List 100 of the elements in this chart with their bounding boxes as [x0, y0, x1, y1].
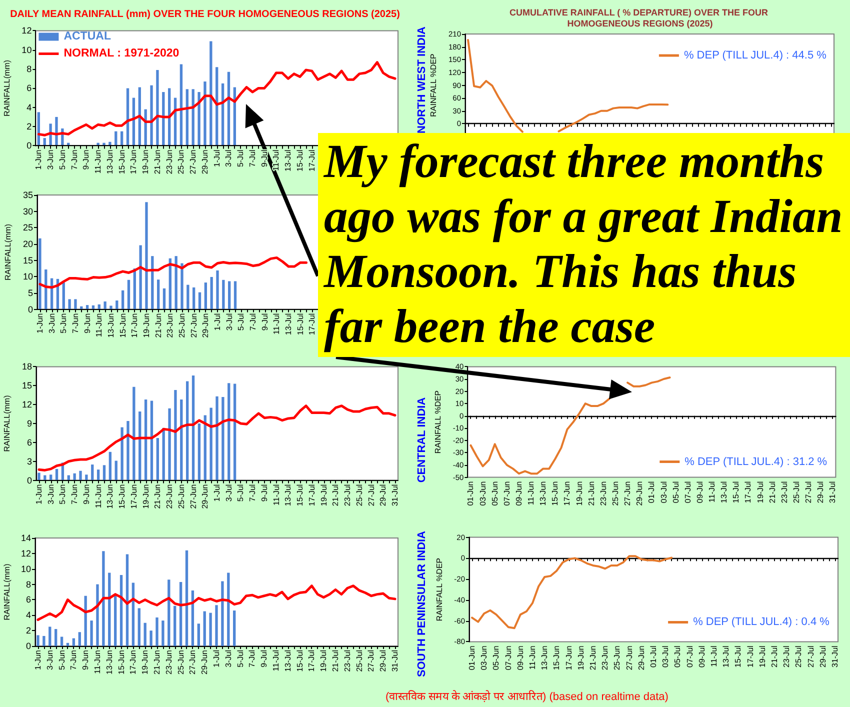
- bar: [234, 281, 237, 310]
- bar: [85, 474, 88, 480]
- x-tick-label: 25-Jul: [794, 645, 804, 668]
- x-tick-label: 19-Jun: [141, 150, 150, 174]
- bar: [174, 390, 177, 480]
- x-tick-label: 23-Jun: [166, 313, 175, 338]
- x-tick-label: 13-Jul: [283, 650, 292, 672]
- y-tick-label: 15: [22, 255, 33, 266]
- bar: [144, 109, 147, 146]
- y-tick-label: 10: [20, 564, 31, 574]
- x-tick-label: 29-Jun: [201, 313, 210, 338]
- bar: [185, 550, 188, 646]
- bar: [186, 284, 190, 310]
- x-tick-label: 5-Jul: [236, 149, 246, 168]
- legend-label: % DEP (TILL JUL.4) : 31.2 %: [684, 456, 828, 468]
- x-tick-label: 21-Jun: [154, 313, 163, 338]
- y-tick-label: 2: [26, 626, 31, 636]
- x-tick-label: 3-Jul: [224, 313, 234, 331]
- legend-label: ACTUAL: [64, 30, 111, 43]
- y-tick-label: 35: [22, 190, 33, 200]
- x-tick-label: 9-Jun: [82, 313, 92, 334]
- y-tick-label: 0: [26, 641, 31, 651]
- bar: [138, 412, 142, 480]
- legend-label: % DEP (TILL JUL.4) : 44.5 %: [684, 50, 827, 62]
- x-tick-label: 31-Jul: [830, 645, 840, 668]
- x-tick-label: 29-Jul: [816, 481, 826, 504]
- x-tick-label: 21-Jul: [768, 481, 777, 504]
- bar: [144, 622, 146, 646]
- x-tick-label: 01-Jun: [468, 646, 477, 670]
- text: (वास्तविक समय के आंकड़ो पर आधारित) (based on realtime data): [386, 690, 668, 703]
- bar: [156, 70, 159, 146]
- bar: [210, 41, 212, 146]
- bar: [210, 276, 213, 310]
- x-tick-label: 05-Jun: [492, 646, 501, 670]
- y-axis-title: RAINFALL(mm): [2, 563, 12, 620]
- bar: [203, 611, 206, 646]
- line-series: [37, 61, 396, 136]
- bar: [198, 292, 202, 310]
- x-tick-label: 5-Jun: [58, 484, 68, 504]
- x-tick-label: 01-Jul: [647, 481, 656, 504]
- x-tick-label: 11-Jul: [272, 650, 281, 672]
- x-tick-label: 3-Jun: [46, 484, 56, 504]
- x-tick-label: 17-Jul: [307, 149, 316, 172]
- x-tick-label: 13-Jun: [538, 481, 548, 506]
- x-tick-label: 27-Jun: [188, 484, 198, 509]
- x-tick-label: 1-Jul: [212, 650, 221, 668]
- x-tick-label: 31-Jul: [390, 484, 400, 506]
- x-tick-label: 11-Jun: [92, 650, 102, 674]
- legend-label: NORMAL : 1971-2020: [64, 48, 180, 60]
- x-tick-label: 05-Jun: [490, 481, 500, 506]
- bar: [74, 299, 77, 310]
- x-tick-label: 21-Jun: [586, 481, 596, 506]
- bar: [210, 408, 212, 480]
- x-tick-label: 09-Jul: [695, 481, 704, 504]
- x-tick-label: 09-Jul: [697, 645, 706, 668]
- chart-title: CUMULATIVE RAINFALL ( % DEPARTURE) OVER THE FOUR HOMOGENEOUS REGIONS (2025): [510, 8, 770, 28]
- x-tick-label: 11-Jul: [272, 313, 282, 335]
- x-tick-label: 17-Jul: [307, 484, 316, 506]
- x-tick-label: 27-Jun: [188, 650, 198, 674]
- bar: [114, 460, 118, 480]
- x-tick-label: 11-Jul: [272, 149, 281, 171]
- x-tick-label: 29-Jun: [200, 650, 210, 674]
- x-tick-label: 11-Jul: [708, 481, 717, 503]
- y-tick-label: 0: [26, 140, 32, 151]
- x-tick-label: 15-Jun: [117, 150, 126, 174]
- x-tick-label: 1-Jun: [33, 650, 42, 670]
- y-tick-label: 20: [22, 238, 33, 249]
- bar: [222, 396, 224, 480]
- x-tick-label: 5-Jul: [236, 484, 246, 502]
- x-tick-label: 13-Jul: [722, 645, 731, 668]
- x-tick-label: 23-Jun: [598, 481, 608, 506]
- bar: [108, 452, 112, 480]
- x-tick-label: 17-Jun: [129, 150, 138, 174]
- x-tick-label: 13-Jun: [106, 484, 115, 509]
- bar: [233, 610, 236, 646]
- x-tick-label: 19-Jun: [574, 481, 584, 506]
- x-tick-label: 19-Jun: [141, 484, 150, 509]
- y-tick-label: 6: [26, 594, 31, 605]
- y-tick-label: 8: [26, 64, 32, 74]
- y-axis-title: RAINFALL %DEP: [433, 390, 442, 454]
- x-tick-label: 13-Jun: [105, 150, 114, 174]
- x-tick-label: 31-Jul: [828, 481, 838, 504]
- x-tick-label: 05-Jul: [673, 645, 682, 668]
- annotation: My forecast three months ago was for a great Indian Monsoon. This has thus far been the case: [324, 135, 844, 355]
- x-tick-label: 25-Jun: [176, 484, 186, 509]
- x-tick-label: 29-Jun: [635, 481, 644, 506]
- bar: [96, 584, 99, 646]
- bar: [228, 383, 230, 480]
- y-tick-label: 6: [26, 83, 32, 94]
- x-tick-label: 27-Jun: [623, 481, 632, 506]
- bar: [150, 630, 152, 646]
- bar: [79, 470, 82, 480]
- bar: [102, 551, 105, 646]
- x-tick-label: 21-Jun: [588, 646, 598, 670]
- bar: [60, 636, 64, 646]
- x-tick-label: 5-Jun: [58, 150, 67, 170]
- x-tick-label: 9-Jul: [260, 650, 269, 668]
- x-tick-label: 03-Jun: [478, 481, 488, 506]
- x-tick-label: 11-Jul: [272, 484, 281, 506]
- x-tick-label: 03-Jun: [480, 646, 489, 670]
